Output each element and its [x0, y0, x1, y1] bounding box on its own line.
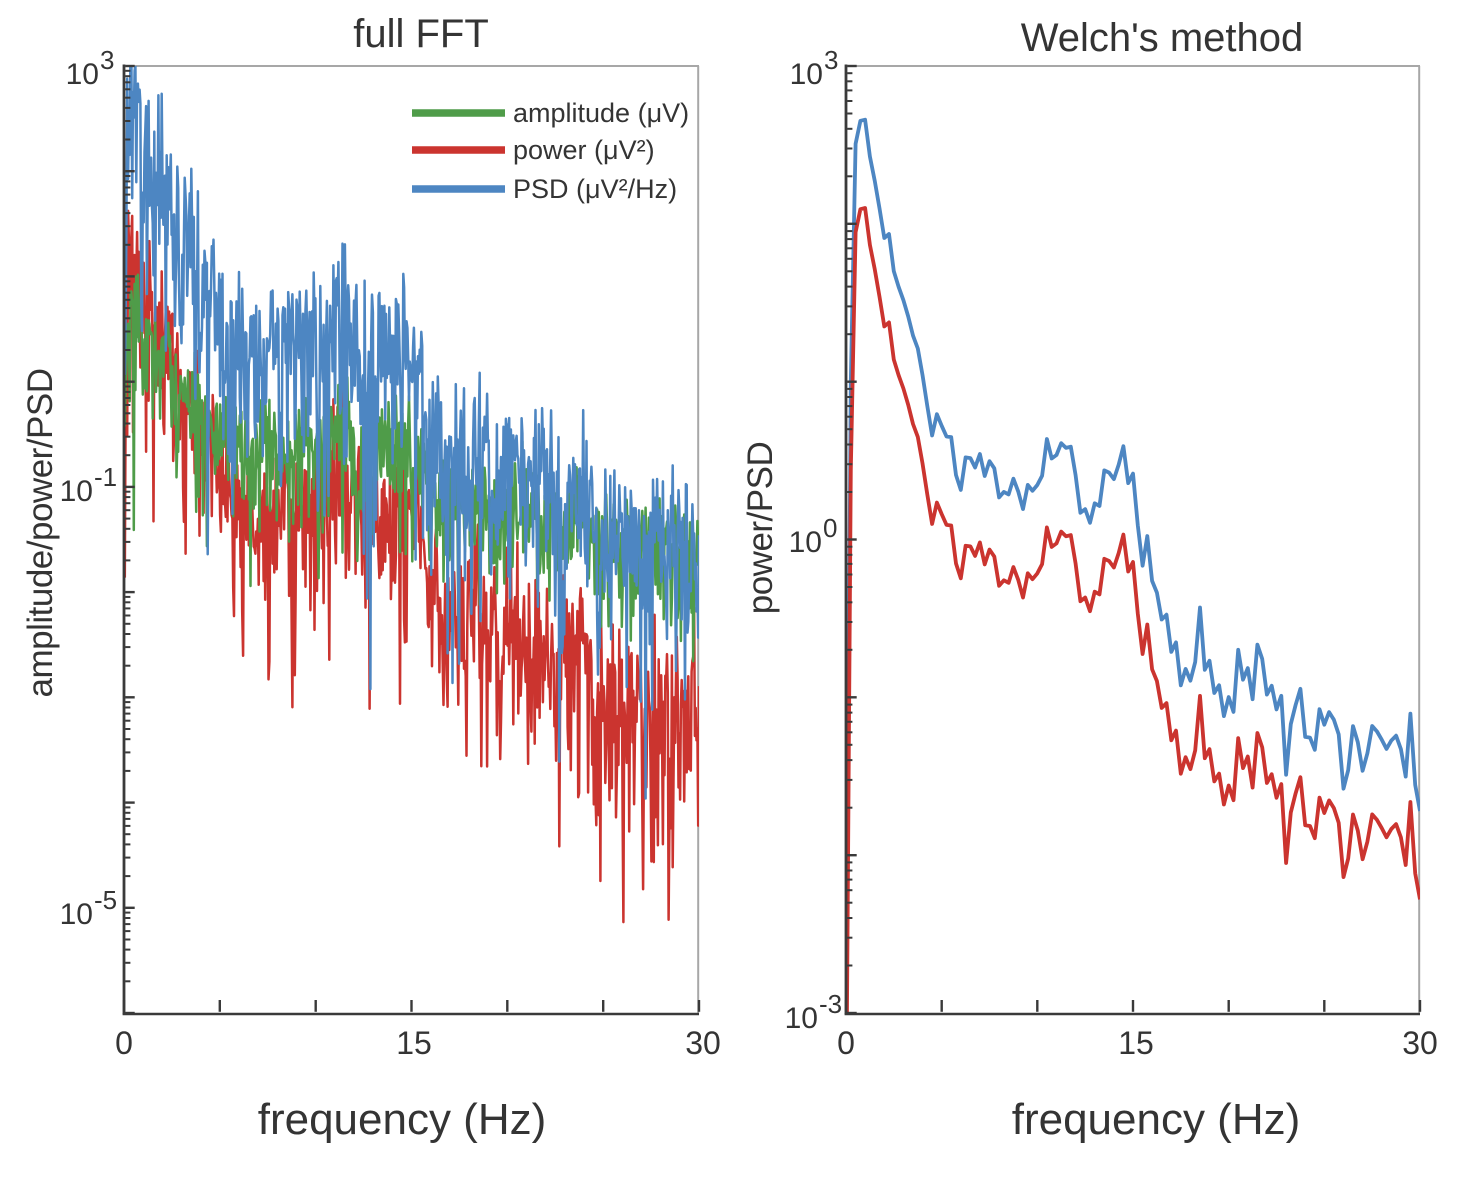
svg-text:power/PSD: power/PSD	[741, 442, 780, 615]
svg-text:PSD (μV²/Hz): PSD (μV²/Hz)	[513, 174, 677, 204]
svg-text:3: 3	[100, 45, 114, 75]
svg-text:10: 10	[785, 1002, 818, 1035]
svg-text:3: 3	[824, 45, 838, 75]
svg-text:10: 10	[790, 58, 823, 91]
svg-text:0: 0	[823, 513, 837, 543]
svg-text:-3: -3	[819, 989, 842, 1019]
svg-text:0: 0	[115, 1025, 133, 1061]
svg-text:10: 10	[789, 526, 822, 559]
svg-text:15: 15	[396, 1025, 432, 1061]
svg-text:-5: -5	[94, 885, 117, 915]
svg-text:10: 10	[66, 58, 99, 91]
svg-text:10: 10	[60, 475, 93, 508]
svg-text:15: 15	[1118, 1025, 1154, 1061]
svg-text:30: 30	[1402, 1025, 1438, 1061]
svg-text:power (μV²): power (μV²)	[513, 135, 655, 165]
svg-text:frequency (Hz): frequency (Hz)	[1012, 1095, 1301, 1144]
svg-text:amplitude (μV): amplitude (μV)	[513, 98, 689, 128]
svg-text:-1: -1	[94, 462, 117, 492]
svg-text:Welch's method: Welch's method	[1021, 16, 1304, 60]
svg-text:full FFT: full FFT	[353, 12, 489, 56]
svg-text:amplitude/power/PSD: amplitude/power/PSD	[21, 369, 60, 698]
svg-text:10: 10	[60, 898, 93, 931]
svg-text:30: 30	[685, 1025, 721, 1061]
svg-text:0: 0	[837, 1025, 855, 1061]
svg-text:frequency (Hz): frequency (Hz)	[258, 1095, 547, 1144]
